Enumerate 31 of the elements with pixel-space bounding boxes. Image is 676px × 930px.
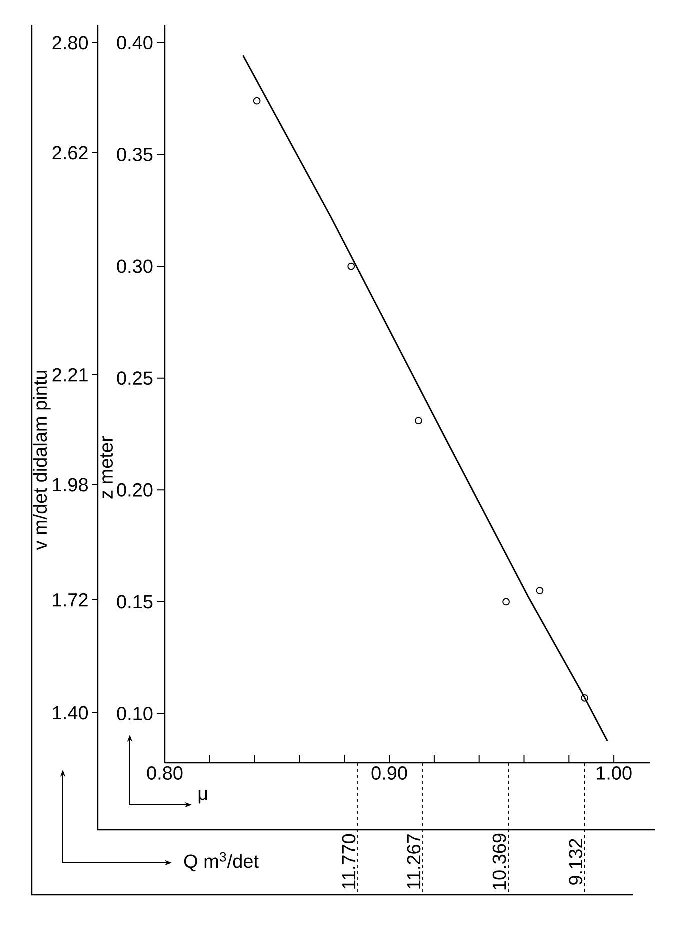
annotation: 9.132: [569, 839, 583, 885]
x-tick-label: 0.90: [372, 766, 408, 780]
point: [253, 97, 261, 105]
point: [581, 694, 589, 702]
y-tick-label: 0.20: [117, 483, 153, 497]
y-tick-label: 0.10: [117, 707, 153, 721]
point: [415, 417, 422, 425]
text: 11.267: [407, 834, 421, 889]
text: 1.72: [53, 593, 88, 607]
point: [348, 262, 356, 270]
x-tick-label: 1.00: [597, 766, 632, 780]
x-tick-label: 0.80: [147, 766, 183, 780]
text: 1.98: [53, 478, 88, 492]
text: 2.62: [52, 146, 88, 160]
text: 2.80: [52, 36, 88, 50]
y-tick-label: 0.35: [117, 148, 153, 162]
text: 1.40: [53, 706, 88, 720]
y-axis-title: z meter: [100, 436, 114, 499]
point: [502, 598, 510, 606]
y-tick-label: 0.40: [117, 36, 153, 50]
x-axis-title: μ: [198, 790, 208, 804]
annotation: 10.369: [492, 834, 506, 890]
text: 2.21: [52, 368, 88, 382]
y2-axis-title: v m/det didalam pintu: [33, 371, 51, 550]
y-tick-label: 0.25: [117, 372, 153, 386]
line-series: [242, 56, 608, 742]
text: 11.770: [342, 834, 356, 889]
y-tick-label: 0.15: [117, 595, 153, 609]
y-tick-label: 0.30: [117, 260, 153, 274]
x2-axis-title: Q m$^{3}$/det: [184, 852, 259, 872]
point: [536, 587, 544, 594]
